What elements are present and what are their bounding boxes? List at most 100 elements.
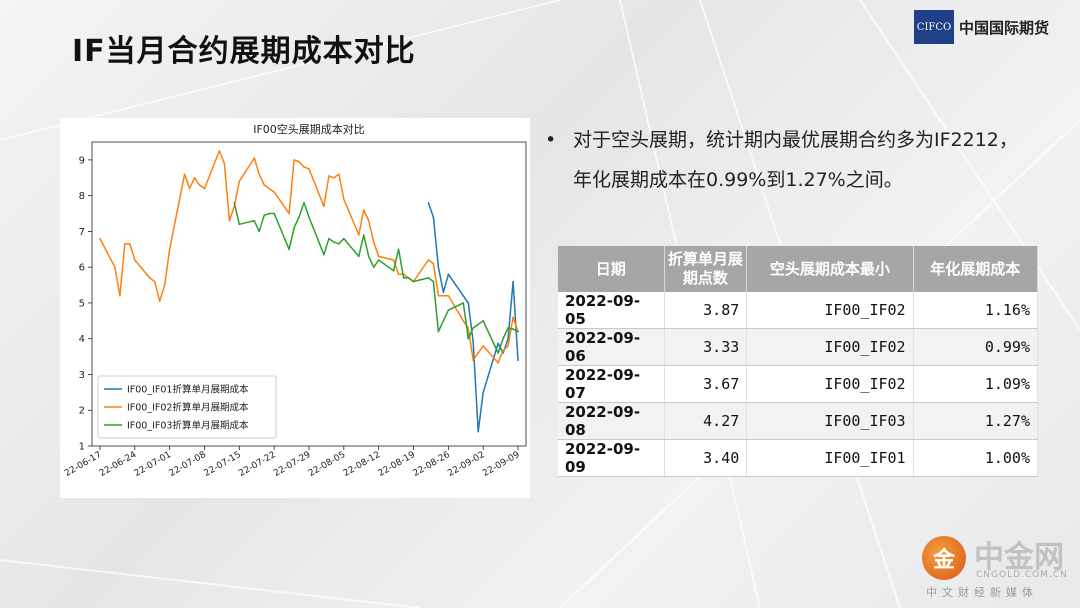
data-point: [303, 202, 305, 204]
data-point: [477, 430, 480, 433]
data-point: [124, 243, 126, 245]
watermark-name: 中金网: [974, 540, 1064, 575]
data-point: [497, 352, 499, 354]
bullet-point: • 对于空头展期，统计期内最优展期合约多为IF2212，年化展期成本在0.99%…: [545, 120, 1025, 200]
data-point: [258, 173, 260, 175]
series-3: [233, 202, 519, 354]
data-point: [517, 359, 519, 361]
data-point: [303, 166, 305, 168]
data-point: [462, 320, 465, 322]
data-point: [512, 328, 514, 330]
bullet-marker: •: [545, 129, 557, 151]
data-point: [447, 273, 450, 276]
data-point: [512, 280, 514, 283]
data-point: [253, 219, 256, 222]
cell-annual-cost: 1.16%: [913, 292, 1039, 329]
y-tick-label: 9: [79, 155, 85, 166]
logo-mark: CIFCO: [914, 10, 954, 44]
data-point: [218, 150, 221, 152]
data-point: [447, 295, 450, 297]
table-row: 2022-09-09 3.40 IF00_IF01 1.00%: [558, 439, 1039, 477]
cell-date: 2022-09-08: [558, 402, 665, 440]
cell-annual-cost: 1.00%: [913, 439, 1039, 477]
logo-name: 中国国际期货: [959, 18, 1050, 37]
table-row: 2022-09-07 3.67 IF00_IF02 1.09%: [558, 365, 1039, 403]
y-tick-label: 2: [79, 406, 85, 417]
data-point: [437, 266, 440, 268]
cell-date: 2022-09-06: [558, 328, 665, 366]
data-point: [437, 330, 440, 333]
slide-title: IF当月合约展期成本对比: [72, 34, 416, 69]
table-header-row: 日期 折算单月展期点数 空头展期成本最小 年化展期成本: [558, 246, 1039, 292]
header-points: 折算单月展期点数: [664, 246, 748, 292]
cell-points: 4.27: [664, 402, 748, 440]
cell-contract: IF00_IF02: [746, 292, 914, 329]
data-point: [288, 248, 290, 251]
series-2: [99, 150, 519, 364]
watermark-subtitle: 中文财经新媒体: [926, 586, 1038, 599]
y-tick-label: 4: [79, 334, 85, 345]
data-point: [427, 202, 430, 204]
data-point: [482, 320, 485, 322]
cell-contract: IF00_IF02: [746, 328, 914, 366]
cell-date: 2022-09-07: [558, 365, 665, 403]
data-point: [148, 277, 151, 279]
y-tick-label: 5: [79, 298, 85, 309]
cell-contract: IF00_IF03: [746, 402, 914, 440]
series-line: [233, 202, 519, 354]
chart-legend: IF00_IF01折算单月展期成本 IF00_IF02折算单月展期成本 IF00_I…: [97, 375, 277, 439]
data-point: [273, 191, 275, 193]
data-point: [238, 180, 241, 183]
data-point: [482, 345, 485, 347]
data-point: [372, 266, 375, 268]
data-point: [437, 295, 440, 297]
data-point: [472, 359, 475, 361]
y-tick-label: 1: [79, 442, 85, 453]
cell-points: 3.33: [664, 328, 748, 366]
data-point: [253, 157, 256, 159]
data-point: [343, 198, 345, 200]
data-point: [372, 241, 375, 243]
data-point: [467, 327, 470, 329]
data-point: [412, 280, 415, 283]
rollover-table: 日期 折算单月展期点数 空头展期成本最小 年化展期成本 2022-09-05 3…: [558, 246, 1039, 477]
cell-points: 3.67: [664, 365, 748, 403]
data-point: [502, 337, 504, 340]
header-date: 日期: [558, 246, 665, 292]
header-annual-cost: 年化展期成本: [913, 246, 1039, 292]
data-point: [338, 243, 340, 245]
data-point: [432, 262, 435, 265]
data-point: [298, 160, 300, 163]
data-point: [188, 187, 191, 190]
data-point: [203, 187, 206, 190]
data-point: [263, 214, 265, 217]
series-1: [427, 202, 519, 433]
data-point: [497, 342, 499, 345]
data-point: [333, 177, 335, 179]
cell-points: 3.87: [664, 292, 748, 329]
data-point: [497, 361, 499, 364]
data-point: [158, 300, 161, 302]
cifco-logo: CIFCO 中国国际期货: [914, 10, 1049, 44]
data-point: [512, 316, 514, 318]
y-tick-label: 8: [79, 191, 85, 202]
data-point: [472, 327, 475, 329]
data-point: [358, 234, 360, 236]
data-point: [432, 216, 435, 218]
data-point: [467, 302, 470, 304]
data-point: [163, 284, 166, 286]
data-point: [432, 280, 435, 283]
data-point: [223, 162, 226, 165]
bullet-text: 对于空头展期，统计期内最优展期合约多为IF2212，年化展期成本在0.99%到1…: [573, 129, 1018, 191]
table-row: 2022-09-05 3.87 IF00_IF02 1.16%: [558, 292, 1039, 329]
data-point: [298, 216, 300, 218]
data-point: [442, 320, 445, 322]
data-point: [323, 253, 325, 256]
data-point: [288, 212, 290, 215]
watermark-logo-icon: 金: [922, 536, 966, 580]
data-point: [442, 295, 445, 297]
data-point: [263, 184, 265, 186]
data-point: [377, 255, 380, 258]
legend-label: IF00_IF01折算单月展期成本: [127, 384, 249, 396]
data-point: [233, 202, 236, 204]
